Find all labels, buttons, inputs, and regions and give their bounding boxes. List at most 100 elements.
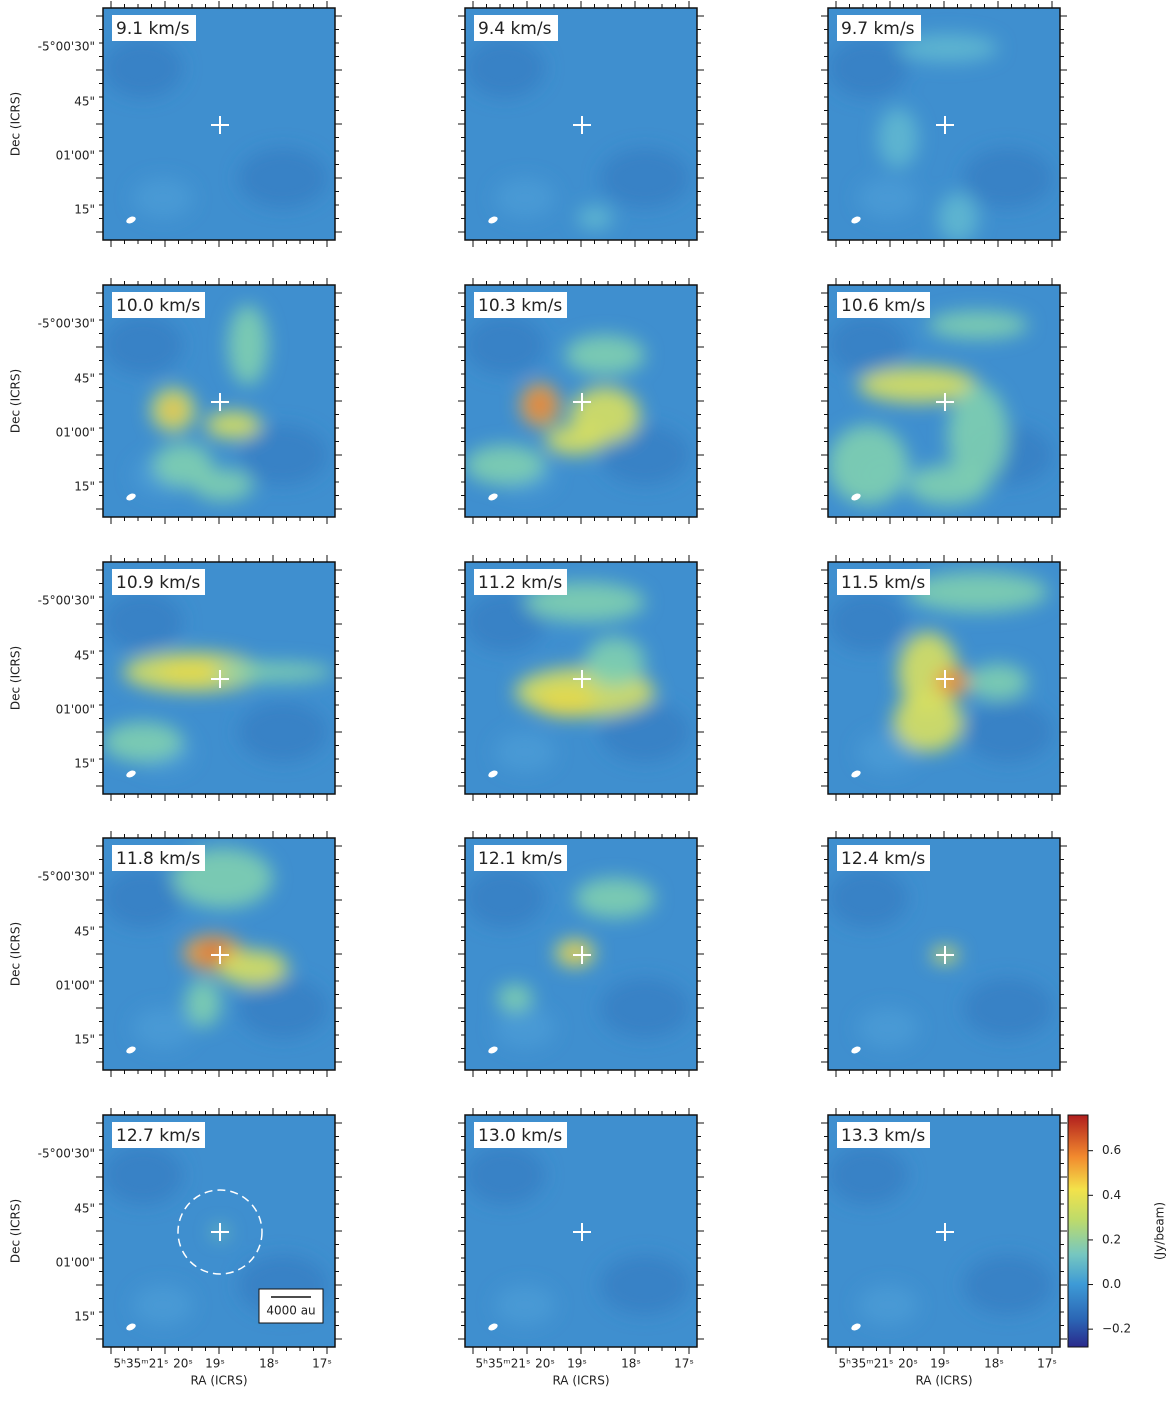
channel-panel: 12.1 km/s [458, 831, 704, 1077]
x-tick-label: 17ˢ [312, 1357, 332, 1371]
source-cross [573, 116, 591, 134]
emission [103, 305, 328, 501]
y-tick-label: 45" [74, 649, 95, 663]
noise [963, 148, 1053, 208]
noise [238, 702, 328, 762]
x-tick-label: 19ˢ [567, 1357, 587, 1371]
y-tick-label: -5°00'30" [38, 1147, 95, 1161]
beam [851, 1046, 861, 1054]
channel-panel: 11.2 km/s [458, 555, 704, 801]
x-tick-label: 20ˢ [535, 1357, 555, 1371]
x-axis-label: RA (ICRS) [190, 1374, 247, 1388]
x-tick-label: 20ˢ [173, 1357, 193, 1371]
beam [488, 1046, 498, 1054]
emission-blob [213, 662, 333, 682]
beam [851, 216, 861, 224]
beam [126, 770, 136, 778]
y-tick-label: 15" [74, 480, 95, 494]
noise [133, 178, 193, 218]
noise [858, 1008, 918, 1048]
emission [828, 34, 1053, 240]
noise [103, 315, 183, 375]
channel-panel: 9.4 km/s [458, 1, 704, 247]
noise [103, 592, 183, 652]
label-box [112, 292, 205, 318]
label-box [474, 1122, 567, 1148]
noise [133, 1285, 193, 1325]
emission-blob [185, 979, 221, 1027]
emission-blob [828, 425, 908, 505]
channel-panel: 11.8 km/s -5°00'30" 45" 01'00" 15" Dec (ICRS) [9, 831, 342, 1077]
noise [465, 592, 545, 652]
emission [103, 38, 328, 218]
channel-panel: 12.4 km/s [821, 831, 1067, 1077]
noise [238, 978, 328, 1038]
emission-blob [533, 398, 547, 412]
channel-panel: 13.0 km/s 5ʰ35ᵐ21ˢ 20ˢ 19ˢ 18ˢ 17ˢ RA (ICRS) [458, 1108, 704, 1388]
label-box [112, 569, 205, 595]
emission [828, 572, 1053, 772]
channel-panel: 13.3 km/s 5ʰ35ᵐ21ˢ 20ˢ 19ˢ 18ˢ 17ˢ RA (ICRS) [821, 1108, 1067, 1388]
beam [126, 216, 136, 224]
source-cross [573, 1223, 591, 1241]
emission-blob [205, 411, 261, 439]
noise [600, 978, 690, 1038]
velocity-label: 13.0 km/s [478, 1126, 562, 1146]
emission [828, 868, 1053, 1048]
velocity-label: 11.8 km/s [116, 849, 200, 869]
scale-label: 4000 au [266, 1304, 315, 1318]
emission-blob [203, 945, 223, 961]
emission-blob [858, 367, 978, 403]
colorbar-tick-label: 0.4 [1102, 1188, 1121, 1202]
y-axis-label: Dec (ICRS) [9, 92, 23, 156]
x-axis-label: RA (ICRS) [915, 1374, 972, 1388]
emission-blob [153, 443, 213, 487]
source-cross [936, 1223, 954, 1241]
emission-blob [193, 469, 253, 501]
noise [828, 315, 908, 375]
emission-blob [575, 878, 655, 918]
x-tick-label: 5ʰ35ᵐ21ˢ [476, 1357, 531, 1371]
emission-blob [893, 692, 963, 752]
velocity-label: 10.3 km/s [478, 296, 562, 316]
x-axis-label: RA (ICRS) [552, 1374, 609, 1388]
velocity-label: 9.4 km/s [478, 19, 552, 39]
channel-panel: 10.0 km/s -5°00'30" 45" 01'00" 15" Dec (ICRS) [9, 278, 342, 524]
emission-blob [565, 335, 645, 375]
beam [488, 216, 498, 224]
colorbar-tick-label: 0.6 [1102, 1143, 1121, 1157]
source-cross [936, 116, 954, 134]
beam [488, 493, 498, 501]
x-tick-label: 18ˢ [621, 1357, 641, 1371]
colorbar-label: (Jy/beam) [1153, 1202, 1167, 1260]
velocity-label: 10.0 km/s [116, 296, 200, 316]
y-tick-label: -5°00'30" [38, 594, 95, 608]
channel-panel: 11.5 km/s [821, 555, 1067, 801]
emission-blob [535, 687, 595, 717]
colorbar-tick-label: −0.2 [1102, 1322, 1131, 1336]
beam [851, 493, 861, 501]
noise [828, 38, 908, 98]
noise [963, 978, 1053, 1038]
emission-blob [568, 947, 582, 959]
emission-blob [465, 445, 545, 485]
noise [465, 315, 545, 375]
y-tick-label: 01'00" [56, 979, 95, 993]
emission-blob [585, 637, 645, 687]
label-box [837, 15, 921, 41]
noise [238, 425, 328, 485]
noise [103, 868, 183, 928]
noise [238, 148, 328, 208]
y-axis-label: Dec (ICRS) [9, 369, 23, 433]
y-tick-label: 01'00" [56, 1256, 95, 1270]
beam [126, 1323, 136, 1331]
emission-blob [545, 425, 605, 455]
source-cross [573, 393, 591, 411]
label-box [837, 1122, 930, 1148]
source-cross [573, 670, 591, 688]
emission-blob [103, 722, 183, 762]
channel-panel: 12.7 km/s -5°00'30" 45" 01'00" 15" Dec (ICRS)… [9, 1108, 342, 1388]
emission-blob [218, 950, 288, 986]
emission-blob [165, 402, 181, 418]
x-tick-label: 17ˢ [1037, 1357, 1057, 1371]
